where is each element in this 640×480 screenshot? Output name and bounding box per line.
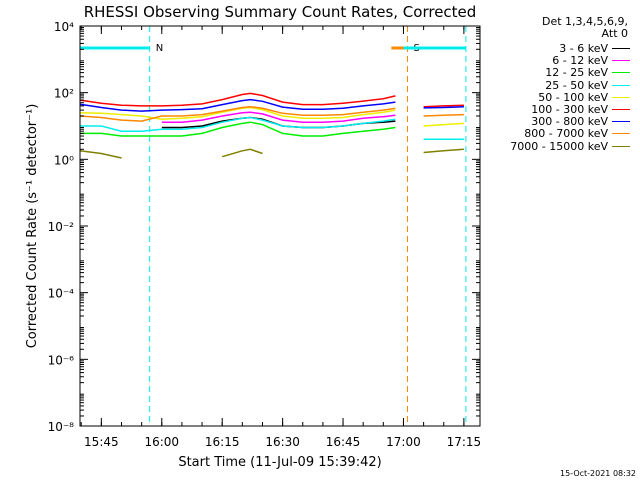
y-axis-label: Corrected Count Rate (s⁻¹ detector⁻¹) (25, 104, 40, 349)
y-tick-label-1: 10⁻⁶ (48, 353, 75, 367)
legend-header-line-2: Att 0 (602, 27, 628, 40)
y-tick-label-2: 10⁻⁴ (48, 287, 75, 301)
legend-label: 50 - 100 keV (538, 90, 608, 104)
y-axis-ticks: 10⁻⁸ 10⁻⁶ 10⁻⁴ 10⁻² 10⁰ 10² 10⁴ (48, 20, 480, 434)
legend-swatch (612, 60, 630, 62)
legend-label: 7000 - 15000 keV (510, 139, 608, 153)
legend-swatch (612, 109, 630, 110)
series-line-1-0 (161, 111, 396, 123)
plot-frame (79, 25, 481, 427)
series-line-7-0 (79, 105, 396, 122)
legend-swatch (612, 133, 630, 135)
series-line-8-0 (79, 150, 122, 159)
series-line-5-1 (423, 104, 464, 108)
legend-swatch (612, 145, 630, 147)
legend-swatch (612, 72, 630, 74)
legend-item: 800 - 7000 keV (480, 127, 630, 141)
series-line-6-0 (79, 98, 396, 112)
y-tick-label-0: 10⁻⁸ (48, 420, 75, 434)
y-tick-label-6: 10⁴ (54, 20, 74, 34)
x-tick-label-3: 16:30 (265, 435, 300, 449)
legend-item: 3 - 6 keV (480, 42, 630, 55)
x-tick-label-2: 16:15 (205, 435, 240, 449)
legend-item: 100 - 300 keV (480, 103, 630, 116)
series-line-3-0 (80, 116, 396, 132)
legend-item: 50 - 100 keV (480, 90, 630, 104)
x-axis-ticks: 15:45 16:00 16:15 16:30 16:45 17:00 17:15 (80, 26, 482, 449)
x-tick-label-4: 16:45 (326, 435, 361, 449)
series-line-6-1 (423, 105, 464, 109)
chart-title: RHESSI Observing Summary Count Rates, Co… (84, 3, 477, 21)
footer-date: 15-Oct-2021 08:32 (560, 469, 636, 478)
legend-swatch (612, 121, 630, 123)
legend-item: 300 - 800 keV (480, 115, 630, 129)
flag-label-0: N (156, 43, 163, 54)
legend-label: 100 - 300 keV (531, 103, 608, 116)
series-line-5-0 (79, 92, 396, 107)
series-line-8-1 (221, 148, 263, 158)
series-line-8-2 (423, 148, 464, 154)
x-tick-label-0: 15:45 (84, 435, 119, 449)
y-tick-label-3: 10⁻² (48, 220, 75, 234)
series-line-4-0 (79, 106, 396, 120)
legend-label: 25 - 50 keV (545, 78, 608, 92)
legend-item: 12 - 25 keV (480, 66, 630, 80)
legend-label: 300 - 800 keV (531, 115, 608, 129)
x-tick-label-5: 17:00 (386, 435, 421, 449)
legend-item: 7000 - 15000 keV (480, 139, 630, 153)
legend-label: 3 - 6 keV (559, 42, 608, 55)
series-line-2-0 (80, 121, 396, 137)
series-line-4-1 (423, 122, 464, 127)
legend-label: 12 - 25 keV (545, 66, 608, 80)
series-line-7-1 (423, 113, 464, 117)
x-tick-label-1: 16:00 (144, 435, 179, 449)
y-tick-label-4: 10⁰ (54, 153, 74, 167)
x-axis-label: Start Time (11-Jul-09 15:39:42) (178, 455, 381, 470)
legend-item: 25 - 50 keV (480, 78, 630, 92)
legend-header-line-1: Det 1,3,4,5,6,9, (542, 15, 628, 28)
legend-item: 6 - 12 keV (480, 54, 630, 68)
x-tick-label-6: 17:15 (447, 435, 482, 449)
legend-label: 6 - 12 keV (552, 54, 608, 68)
y-tick-label-5: 10² (54, 87, 74, 101)
legend-swatch (612, 84, 630, 86)
legend-swatch (612, 48, 630, 49)
legend-swatch (612, 96, 630, 98)
plot-area: NS (79, 26, 467, 426)
legend-label: 800 - 7000 keV (524, 127, 608, 141)
